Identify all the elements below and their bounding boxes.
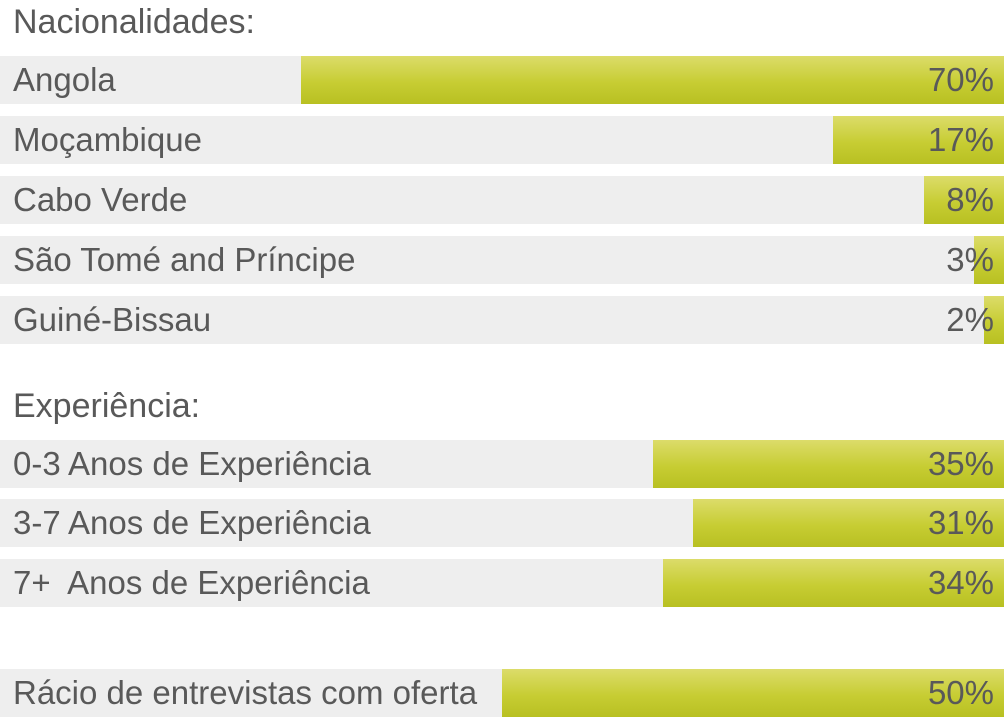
value-label: 3% (946, 241, 994, 278)
bar-track: Rácio de entrevistas com oferta 50% (0, 669, 1004, 717)
category-label: Angola (13, 61, 116, 98)
value-label: 8% (946, 181, 994, 218)
bar-track: 7+ Anos de Experiência 34% (0, 559, 1004, 607)
bar-track: 0-3 Anos de Experiência 35% (0, 440, 1004, 488)
category-label: São Tomé and Príncipe (13, 241, 356, 278)
category-label: Rácio de entrevistas com oferta (13, 674, 478, 711)
section-heading: Nacionalidades: (13, 3, 255, 41)
bar (924, 176, 1004, 224)
category-label: Guiné-Bissau (13, 301, 212, 338)
bar (984, 296, 1004, 344)
bar-track: 3-7 Anos de Experiência 31% (0, 499, 1004, 547)
bar (693, 499, 1004, 547)
bar-track: Guiné-Bissau 2% (0, 296, 1004, 344)
bar (653, 440, 1004, 488)
bar-track: Moçambique 17% (0, 116, 1004, 164)
value-label: 31% (927, 504, 994, 541)
value-label: 70% (927, 61, 994, 98)
category-label: 0-3 Anos de Experiência (13, 445, 371, 482)
value-label: 34% (927, 564, 994, 601)
bar (974, 236, 1004, 284)
bar-track: Cabo Verde 8% (0, 176, 1004, 224)
category-label: 7+ Anos de Experiência (13, 564, 370, 601)
bar (502, 669, 1004, 717)
bar-track: Angola 70% (0, 56, 1004, 104)
category-label: Moçambique (13, 121, 202, 158)
category-label: 3-7 Anos de Experiência (13, 504, 371, 541)
bar (663, 559, 1004, 607)
section-heading: Experiência: (13, 387, 201, 425)
value-label: 17% (927, 121, 994, 158)
category-label: Cabo Verde (13, 181, 188, 218)
bar-track: São Tomé and Príncipe 3% (0, 236, 1004, 284)
value-label: 35% (927, 445, 994, 482)
bar (833, 116, 1004, 164)
bar (301, 56, 1004, 104)
value-label: 2% (946, 301, 994, 338)
value-label: 50% (927, 674, 994, 711)
